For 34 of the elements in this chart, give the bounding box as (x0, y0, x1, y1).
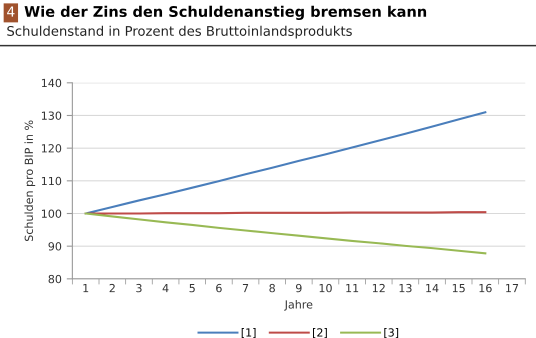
y-tick-label: 100 (42, 209, 62, 218)
legend-label: [1] (242, 328, 256, 338)
x-tick-label: 6 (216, 284, 222, 292)
x-tick-label: 13 (400, 284, 412, 292)
line-series (84, 212, 486, 254)
x-tick-label: 1 (83, 284, 88, 292)
x-tick-label: 16 (479, 284, 492, 292)
x-tick-label: 7 (242, 284, 248, 292)
legend-label: [2] (313, 328, 327, 338)
legend-label: [3] (384, 328, 398, 338)
chart-subtitle: Schuldenstand in Prozent des Bruttoinlandsprodukts (7, 26, 352, 38)
y-tick-label: 120 (42, 144, 62, 153)
x-tick-label: 17 (506, 284, 518, 292)
chart-title: Wie der Zins den Schuldenanstieg bremsen kann (24, 6, 426, 20)
x-tick-label: 2 (110, 284, 115, 292)
x-tick-label: 12 (372, 284, 385, 292)
x-tick-label: 11 (346, 284, 358, 292)
x-tick-label: 10 (320, 284, 332, 292)
y-tick-label: 110 (42, 176, 62, 186)
y-tick-label: 80 (48, 274, 62, 284)
x-tick-label: 3 (136, 284, 142, 292)
text: 4 (7, 6, 14, 17)
x-tick-label: 8 (269, 284, 275, 292)
y-tick-label: 130 (42, 111, 62, 120)
x-tick-label: 9 (296, 284, 302, 292)
y-tick-label: 140 (42, 78, 62, 88)
x-tick-label: 14 (426, 284, 438, 292)
y-axis-title: Schulden pro BIP in % (24, 120, 36, 242)
x-tick-label: 5 (190, 284, 195, 292)
x-tick-label: 15 (452, 284, 465, 292)
line-series (84, 111, 486, 215)
x-axis-title: Jahre (284, 300, 312, 311)
y-tick-label: 90 (48, 242, 62, 251)
x-tick-label: 4 (162, 284, 169, 292)
